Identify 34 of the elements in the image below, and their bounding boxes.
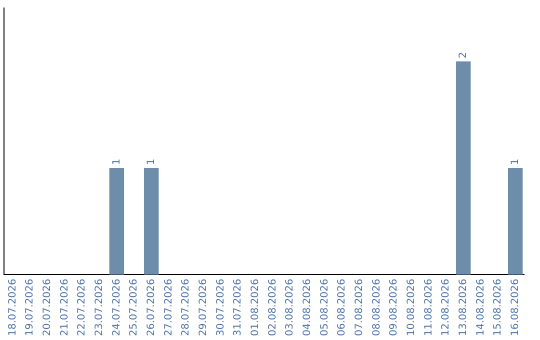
x-tick-label: 19.07.2026: [24, 278, 36, 336]
x-tick-label: 14.08.2026: [475, 278, 486, 336]
x-tick-label: 28.07.2026: [180, 278, 192, 336]
data-label: 1: [111, 158, 122, 166]
x-tick-label: 08.08.2026: [371, 278, 382, 336]
x-tick-label: 25.07.2026: [128, 278, 140, 336]
x-tick-label: 18.07.2026: [7, 278, 18, 336]
data-label: 1: [510, 158, 521, 166]
x-tick-label: 07.08.2026: [354, 278, 365, 336]
x-tick-label: 12.08.2026: [440, 278, 452, 336]
x-tick-label: 29.07.2026: [198, 278, 209, 336]
data-label: 1: [146, 158, 157, 166]
x-tick-label: 24.07.2026: [111, 278, 122, 336]
x-tick-label: 26.07.2026: [146, 278, 157, 336]
data-label: 2: [458, 52, 469, 58]
x-tick-label: 31.07.2026: [232, 278, 244, 336]
x-tick-label: 02.08.2026: [267, 278, 278, 336]
x-tick-label: 15.08.2026: [492, 278, 504, 336]
x-tick-label: 03.08.2026: [284, 278, 296, 336]
x-tick-label: 23.07.2026: [94, 278, 105, 336]
x-tick-label: 06.08.2026: [336, 278, 348, 336]
x-tick-label: 21.07.2026: [59, 278, 70, 336]
x-tick-label: 30.07.2026: [215, 278, 226, 336]
x-tick-label: 04.08.2026: [302, 278, 313, 336]
x-tick-label: 16.08.2026: [510, 278, 521, 336]
x-tick-label: 13.08.2026: [458, 278, 469, 336]
x-tick-label: 27.07.2026: [163, 278, 174, 336]
x-tick-label: 09.08.2026: [388, 278, 400, 336]
x-tick-label: 10.08.2026: [406, 278, 417, 336]
x-tick-label: 11.08.2026: [423, 278, 434, 336]
x-tick-label: 01.08.2026: [250, 278, 261, 336]
x-tick-label: 05.08.2026: [319, 278, 330, 336]
x-tick-label: 22.07.2026: [76, 278, 88, 336]
x-tick-label: 20.07.2026: [42, 278, 53, 336]
